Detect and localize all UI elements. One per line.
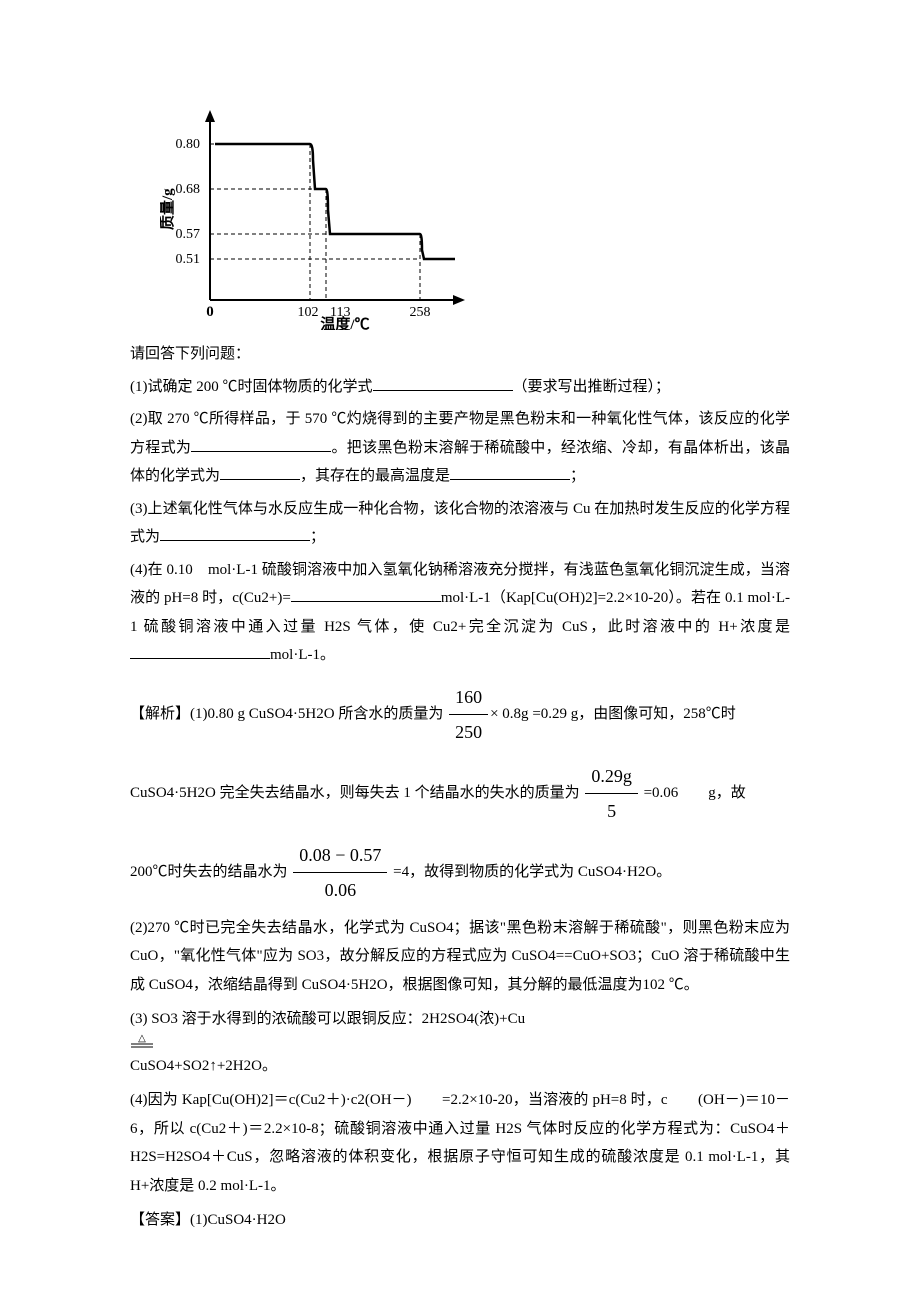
ytick-0.51: 0.51: [176, 252, 201, 267]
frac1-den: 250: [449, 715, 488, 749]
solution-2: (2)270 ℃时已完全失去结晶水，化学式为 CuSO4；据该"黑色粉末溶解于稀…: [130, 914, 790, 1000]
data-line: [215, 144, 455, 259]
solution-3: (3) SO3 溶于水得到的浓硫酸可以跟铜反应：2H2SO4(浓)+Cu △ C…: [130, 1005, 790, 1080]
s1-l3-pre: 200℃时失去的结晶水为: [130, 864, 288, 880]
xtick-0: 0: [206, 304, 214, 320]
answer-line: 【答案】(1)CuSO4·H2O: [130, 1206, 790, 1235]
question-2: (2)取 270 ℃所得样品，于 570 ℃灼烧得到的主要产物是黑色粉末和一种氧…: [130, 405, 790, 491]
y-arrow: [205, 110, 215, 122]
intro-text: 请回答下列问题：: [130, 340, 790, 369]
q4-end: mol·L-1。: [270, 647, 335, 663]
chart-svg: 0.80 0.68 0.57 0.51 0 102 113 258 质量/g 温…: [160, 100, 480, 330]
fraction-3: 0.08 − 0.57 0.06: [293, 838, 387, 907]
solution-1-line3: 200℃时失去的结晶水为 0.08 − 0.57 0.06 =4，故得到物质的化…: [130, 838, 790, 907]
xtick-102: 102: [298, 305, 319, 320]
frac1-mult: × 0.8g: [490, 706, 528, 722]
q2-mid2: ，其存在的最高温度是: [300, 468, 450, 484]
q2-blank3: [450, 464, 570, 480]
s3-post: CuSO4+SO2↑+2H2O。: [130, 1058, 277, 1074]
q3-post: ；: [310, 529, 325, 545]
x-label: 温度/℃: [320, 315, 369, 330]
s1-l3-post: =4，故得到物质的化学式为 CuSO4·H2O。: [393, 864, 671, 880]
fraction-2: 0.29g 5: [585, 759, 638, 828]
x-arrow: [453, 295, 465, 305]
s1-l2-post: =0.06 g，故: [644, 785, 746, 801]
q1-pre: (1)试确定 200 ℃时固体物质的化学式: [130, 379, 373, 395]
ytick-0.80: 0.80: [176, 137, 201, 152]
question-3: (3)上述氧化性气体与水反应生成一种化合物，该化合物的浓溶液与 Cu 在加热时发…: [130, 495, 790, 552]
y-label: 质量/g: [160, 188, 176, 230]
ytick-0.68: 0.68: [176, 182, 201, 197]
solution-4: (4)因为 Kap[Cu(OH)2]＝c(Cu2＋)·c2(OH－) =2.2×…: [130, 1086, 790, 1200]
q4-blank2: [130, 643, 270, 659]
s1-mid: =0.29 g，由图像可知，258℃时: [532, 706, 735, 722]
question-4: (4)在 0.10 mol·L-1 硫酸铜溶液中加入氢氧化钠稀溶液充分搅拌，有浅…: [130, 556, 790, 670]
s1-l2-pre: CuSO4·5H2O 完全失去结晶水，则每失去 1 个结晶水的失水的质量为: [130, 785, 580, 801]
q4-blank1: [291, 586, 441, 602]
q2-blank2: [220, 464, 300, 480]
frac1-num: 160: [449, 680, 488, 715]
frac2-den: 5: [585, 794, 638, 828]
s3-pre: (3) SO3 溶于水得到的浓硫酸可以跟铜反应：2H2SO4(浓)+Cu: [130, 1011, 525, 1027]
q1-blank: [373, 375, 513, 391]
frac3-num: 0.08 − 0.57: [293, 838, 387, 873]
fraction-1: 160 250: [449, 680, 488, 749]
solution-1-line1: 【解析】(1)0.80 g CuSO4·5H2O 所含水的质量为 160 250…: [130, 680, 790, 749]
heat-reaction-icon: △: [130, 1034, 154, 1052]
ytick-0.57: 0.57: [176, 227, 201, 242]
q1-post: （要求写出推断过程）；: [513, 379, 671, 395]
mass-temperature-chart: 0.80 0.68 0.57 0.51 0 102 113 258 质量/g 温…: [160, 100, 790, 330]
triangle-symbol: △: [138, 1034, 146, 1044]
q3-blank: [160, 525, 310, 541]
q2-blank1: [191, 436, 331, 452]
frac2-num: 0.29g: [585, 759, 638, 794]
frac3-den: 0.06: [293, 873, 387, 907]
solution-1-line2: CuSO4·5H2O 完全失去结晶水，则每失去 1 个结晶水的失水的质量为 0.…: [130, 759, 790, 828]
xtick-258: 258: [410, 305, 431, 320]
question-1: (1)试确定 200 ℃时固体物质的化学式 （要求写出推断过程）；: [130, 373, 790, 402]
s1-pre: 【解析】(1)0.80 g CuSO4·5H2O 所含水的质量为: [130, 706, 443, 722]
q2-end: ；: [570, 468, 585, 484]
